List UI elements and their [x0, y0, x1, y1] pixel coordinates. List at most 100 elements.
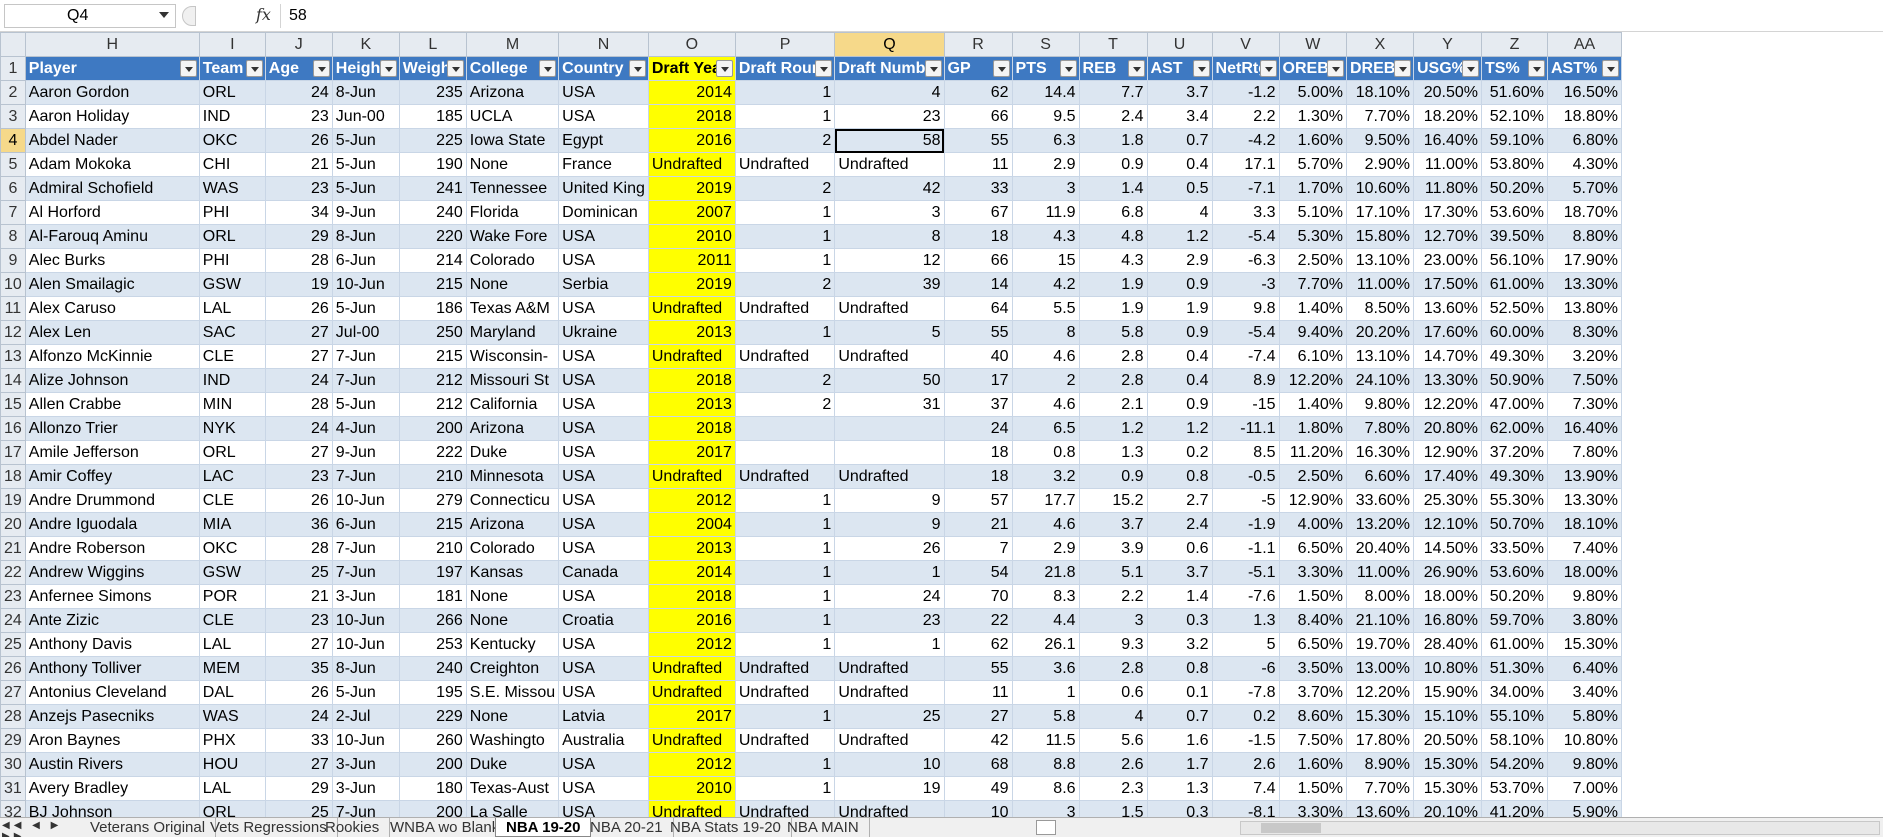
filter-dropdown-icon[interactable] — [1127, 60, 1145, 77]
cell[interactable]: 21.8 — [1011, 560, 1080, 585]
column-header-i[interactable]: I — [198, 32, 266, 57]
cell[interactable]: 1.8 — [1078, 128, 1148, 153]
cell[interactable]: 17.10% — [1346, 200, 1414, 225]
cell[interactable]: 11 — [943, 680, 1013, 705]
cell[interactable]: 8.00% — [1346, 584, 1414, 609]
cell[interactable]: 3.7 — [1146, 560, 1213, 585]
cell[interactable]: 0.8 — [1011, 440, 1080, 465]
cell[interactable]: 4.8 — [1078, 224, 1148, 249]
cell[interactable]: USA — [558, 512, 649, 537]
cell[interactable]: 5-Jun — [331, 392, 400, 417]
cell[interactable]: Adam Mokoka — [24, 152, 200, 177]
cell[interactable]: -6.3 — [1211, 248, 1280, 273]
cell[interactable]: 3.30% — [1278, 800, 1348, 817]
cell[interactable]: 225 — [398, 128, 467, 153]
cell[interactable]: 6.8 — [1078, 200, 1148, 225]
cell[interactable]: 7-Jun — [331, 560, 400, 585]
cell[interactable]: 1 — [734, 224, 836, 249]
cell[interactable]: 21.10% — [1346, 608, 1414, 633]
column-header-k[interactable]: K — [331, 32, 400, 57]
header-cell[interactable]: GP — [943, 56, 1013, 81]
cell[interactable]: 0.7 — [1146, 128, 1213, 153]
cell[interactable]: 7-Jun — [331, 800, 400, 817]
cell[interactable]: 19.70% — [1346, 632, 1414, 657]
cell[interactable]: 64 — [943, 296, 1013, 321]
cell[interactable]: 42 — [943, 728, 1013, 753]
cell[interactable]: 260 — [398, 728, 467, 753]
cell[interactable]: 0.9 — [1146, 320, 1213, 345]
cell[interactable]: Allen Crabbe — [24, 392, 200, 417]
cell[interactable]: 17.40% — [1413, 464, 1482, 489]
cell[interactable]: Undrafted — [834, 296, 945, 321]
cell[interactable]: 21 — [943, 512, 1013, 537]
cell[interactable]: 3.2 — [1011, 464, 1080, 489]
cell[interactable]: 33.50% — [1481, 536, 1548, 561]
cell[interactable]: 1.9 — [1146, 296, 1213, 321]
sheet-tab[interactable]: NBA 19-20 — [495, 818, 592, 837]
cell[interactable]: Undrafted — [834, 800, 945, 817]
cell[interactable]: OKC — [198, 536, 266, 561]
header-cell[interactable]: Draft Year — [647, 56, 736, 81]
cell[interactable]: 0.1 — [1146, 680, 1213, 705]
cell[interactable]: Alex Caruso — [24, 296, 200, 321]
cell[interactable]: 1 — [734, 200, 836, 225]
cell[interactable]: 17.30% — [1413, 200, 1482, 225]
cell[interactable]: Undrafted — [834, 680, 945, 705]
cell[interactable]: 50.90% — [1481, 368, 1548, 393]
cell[interactable]: 6.40% — [1547, 656, 1622, 681]
cell[interactable]: 2 — [1011, 368, 1080, 393]
cell[interactable]: 68 — [943, 752, 1013, 777]
cell[interactable]: 20.50% — [1413, 728, 1482, 753]
cell[interactable]: 53.70% — [1481, 776, 1548, 801]
cell[interactable]: 2.8 — [1078, 656, 1148, 681]
cell[interactable]: Texas A&M — [465, 296, 560, 321]
cell[interactable]: IND — [198, 104, 266, 129]
cell[interactable]: 200 — [398, 800, 467, 817]
cell[interactable]: 3.30% — [1278, 560, 1348, 585]
row-header[interactable]: 9 — [0, 248, 26, 273]
cell[interactable]: 23 — [834, 104, 945, 129]
cell[interactable]: Anthony Tolliver — [24, 656, 200, 681]
cell[interactable]: 2018 — [647, 368, 736, 393]
cell[interactable]: Undrafted — [647, 296, 736, 321]
cell[interactable]: 1.3 — [1078, 440, 1148, 465]
cell[interactable]: 5.00% — [1278, 80, 1348, 105]
cell[interactable]: POR — [198, 584, 266, 609]
cell[interactable]: 10.80% — [1547, 728, 1622, 753]
sheet-tab[interactable]: Veterans Original — [80, 818, 217, 837]
cell[interactable]: Undrafted — [834, 728, 945, 753]
cell[interactable]: 9.40% — [1278, 320, 1348, 345]
cell[interactable]: 15.30% — [1413, 752, 1482, 777]
cell[interactable]: 27 — [264, 632, 333, 657]
cell[interactable]: 11 — [943, 152, 1013, 177]
cell[interactable]: 11.20% — [1278, 440, 1348, 465]
cell[interactable]: 27 — [264, 440, 333, 465]
cell[interactable]: 26 — [264, 296, 333, 321]
cell[interactable]: 2018 — [647, 584, 736, 609]
cell[interactable]: -5.4 — [1211, 224, 1280, 249]
cell[interactable]: 62 — [943, 632, 1013, 657]
cell[interactable]: -6 — [1211, 656, 1280, 681]
cell[interactable]: None — [465, 272, 560, 297]
cell[interactable]: 8.30% — [1547, 320, 1622, 345]
cell[interactable]: 17.7 — [1011, 488, 1080, 513]
cell[interactable]: 50.20% — [1481, 176, 1548, 201]
cell[interactable]: 2016 — [647, 128, 736, 153]
cell[interactable]: Egypt — [558, 128, 649, 153]
cell[interactable]: 8-Jun — [331, 224, 400, 249]
cell[interactable]: 62 — [943, 80, 1013, 105]
filter-dropdown-icon[interactable] — [539, 60, 557, 77]
cell[interactable]: 0.4 — [1146, 152, 1213, 177]
cell[interactable]: -4.2 — [1211, 128, 1280, 153]
cell[interactable]: 16.40% — [1413, 128, 1482, 153]
cell[interactable]: 215 — [398, 512, 467, 537]
cell[interactable]: 1.3 — [1211, 608, 1280, 633]
row-header[interactable]: 2 — [0, 80, 26, 105]
cell[interactable]: 12.20% — [1278, 368, 1348, 393]
cell[interactable]: 7.70% — [1278, 272, 1348, 297]
cell[interactable]: Ukraine — [558, 320, 649, 345]
cell[interactable]: 2010 — [647, 776, 736, 801]
cell[interactable]: USA — [558, 752, 649, 777]
cell[interactable]: 13.80% — [1547, 296, 1622, 321]
cell[interactable]: ORL — [198, 440, 266, 465]
